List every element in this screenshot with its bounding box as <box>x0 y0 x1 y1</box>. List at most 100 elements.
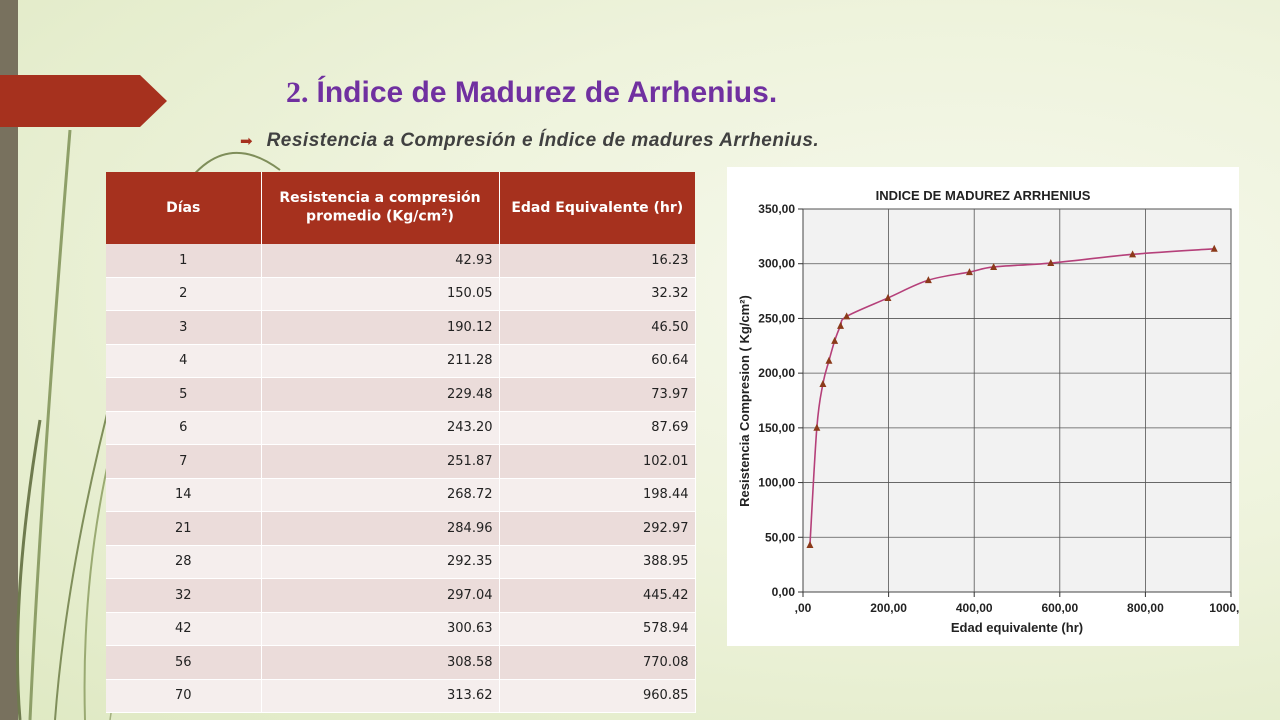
arrow-bullet-icon: ➡ <box>240 133 253 150</box>
chart-panel: ,00 200,00 400,00 600,00 800,00 1000,00 0,00 50… <box>727 167 1253 646</box>
table-row: 42 300.63 578.94 <box>106 612 696 646</box>
cell-resistencia: 211.28 <box>261 344 500 378</box>
cell-resistencia: 292.35 <box>261 545 500 579</box>
x-tick-label: ,00 <box>795 601 812 615</box>
x-tick-label: 600,00 <box>1041 601 1078 615</box>
cell-dias: 14 <box>106 478 262 512</box>
plot-area <box>802 208 1232 593</box>
data-point-marker <box>819 379 827 387</box>
table-row: 21 284.96 292.97 <box>106 511 696 546</box>
data-table: Días Resistencia a compresión promedio (… <box>106 172 696 713</box>
left-decor-strip <box>0 0 18 720</box>
y-axis-label: Resistencia Compresion ( Kg/cm²) <box>737 295 752 507</box>
data-point-marker <box>884 293 892 301</box>
y-tick-label: 200,00 <box>758 366 795 380</box>
cell-resistencia: 42.93 <box>261 244 500 278</box>
cell-resistencia: 251.87 <box>261 444 500 479</box>
y-tick-label: 50,00 <box>765 530 795 544</box>
bullet-text: Resistencia a Compresión e Índice de mad… <box>266 130 820 151</box>
data-point-marker <box>837 321 845 329</box>
y-tick-label: 150,00 <box>758 421 795 435</box>
cell-edad: 770.08 <box>499 645 696 680</box>
y-tick-label: 300,00 <box>758 257 795 271</box>
cell-dias: 7 <box>106 444 262 479</box>
table-row: 6 243.20 87.69 <box>106 411 696 445</box>
arrhenius-chart: ,00 200,00 400,00 600,00 800,00 1000,00 0,00 50… <box>737 188 1253 635</box>
data-point-marker <box>813 423 821 431</box>
cell-edad: 388.95 <box>499 545 696 579</box>
table-header-row: Días Resistencia a compresión promedio (… <box>106 172 695 244</box>
data-point-marker <box>1129 250 1137 258</box>
header-edad-label: Edad Equivalente (hr) <box>511 199 684 216</box>
cell-resistencia: 300.63 <box>261 612 500 646</box>
cell-edad: 960.85 <box>499 679 696 713</box>
data-point-marker <box>924 276 932 284</box>
cell-edad: 32.32 <box>499 277 696 311</box>
cell-edad: 578.94 <box>499 612 696 646</box>
x-tick-label: 400,00 <box>956 601 993 615</box>
header-resistencia-sup: 2 <box>441 208 448 219</box>
cell-edad: 16.23 <box>499 244 696 278</box>
data-point-marker <box>1047 259 1055 267</box>
y-tick-label: 0,00 <box>772 585 796 599</box>
x-tick-label: 200,00 <box>870 601 907 615</box>
title-text: Índice de Madurez de Arrhenius. <box>316 76 778 109</box>
table-row: 32 297.04 445.42 <box>106 578 696 613</box>
cell-dias: 4 <box>106 344 262 378</box>
x-tick-label: 800,00 <box>1127 601 1164 615</box>
data-point-marker <box>1210 244 1218 252</box>
table-row: 56 308.58 770.08 <box>106 645 696 680</box>
table-row: 4 211.28 60.64 <box>106 344 696 378</box>
cell-resistencia: 243.20 <box>261 411 500 445</box>
header-dias-label: Días <box>166 199 201 216</box>
cell-edad: 46.50 <box>499 310 696 345</box>
cell-dias: 56 <box>106 645 262 680</box>
x-tick-label: 1000,00 <box>1209 601 1239 615</box>
table-row: 2 150.05 32.32 <box>106 277 696 311</box>
cell-resistencia: 284.96 <box>261 511 500 546</box>
header-dias: Días <box>106 172 262 244</box>
cell-resistencia: 229.48 <box>261 377 500 412</box>
chart-title: INDICE DE MADUREZ ARRHENIUS <box>876 188 1091 203</box>
header-resistencia-close: ) <box>447 208 454 225</box>
cell-edad: 198.44 <box>499 478 696 512</box>
table-row: 28 292.35 388.95 <box>106 545 696 579</box>
cell-resistencia: 268.72 <box>261 478 500 512</box>
cell-dias: 21 <box>106 511 262 546</box>
x-axis-label: Edad equivalente (hr) <box>951 620 1083 635</box>
data-point-marker <box>843 312 851 320</box>
cell-dias: 6 <box>106 411 262 445</box>
cell-edad: 102.01 <box>499 444 696 479</box>
data-point-marker <box>990 262 998 270</box>
y-tick-label: 350,00 <box>758 202 795 216</box>
cell-resistencia: 313.62 <box>261 679 500 713</box>
table-row: 70 313.62 960.85 <box>106 679 696 713</box>
cell-edad: 73.97 <box>499 377 696 412</box>
cell-dias: 1 <box>106 244 262 278</box>
y-tick-label: 250,00 <box>758 311 795 325</box>
header-resistencia: Resistencia a compresión promedio (Kg/cm… <box>261 172 500 244</box>
header-resistencia-label: Resistencia a compresión promedio (Kg/cm <box>279 190 481 225</box>
cell-resistencia: 150.05 <box>261 277 500 311</box>
title-number: 2. <box>286 76 309 109</box>
cell-edad: 87.69 <box>499 411 696 445</box>
table-row: 14 268.72 198.44 <box>106 478 696 512</box>
cell-dias: 70 <box>106 679 262 713</box>
data-point-marker <box>825 356 833 364</box>
cell-dias: 32 <box>106 578 262 613</box>
data-point-marker <box>806 541 814 549</box>
cell-dias: 5 <box>106 377 262 412</box>
table-row: 3 190.12 46.50 <box>106 310 696 345</box>
cell-dias: 42 <box>106 612 262 646</box>
data-point-marker <box>831 336 839 344</box>
cell-dias: 3 <box>106 310 262 345</box>
y-tick-label: 100,00 <box>758 476 795 490</box>
table-row: 5 229.48 73.97 <box>106 377 696 412</box>
cell-resistencia: 308.58 <box>261 645 500 680</box>
bullet-point: ➡ Resistencia a Compresión e Índice de m… <box>240 130 819 152</box>
cell-edad: 60.64 <box>499 344 696 378</box>
header-edad: Edad Equivalente (hr) <box>499 172 695 244</box>
table-row: 1 42.93 16.23 <box>106 244 696 278</box>
cell-dias: 2 <box>106 277 262 311</box>
table-row: 7 251.87 102.01 <box>106 444 696 479</box>
